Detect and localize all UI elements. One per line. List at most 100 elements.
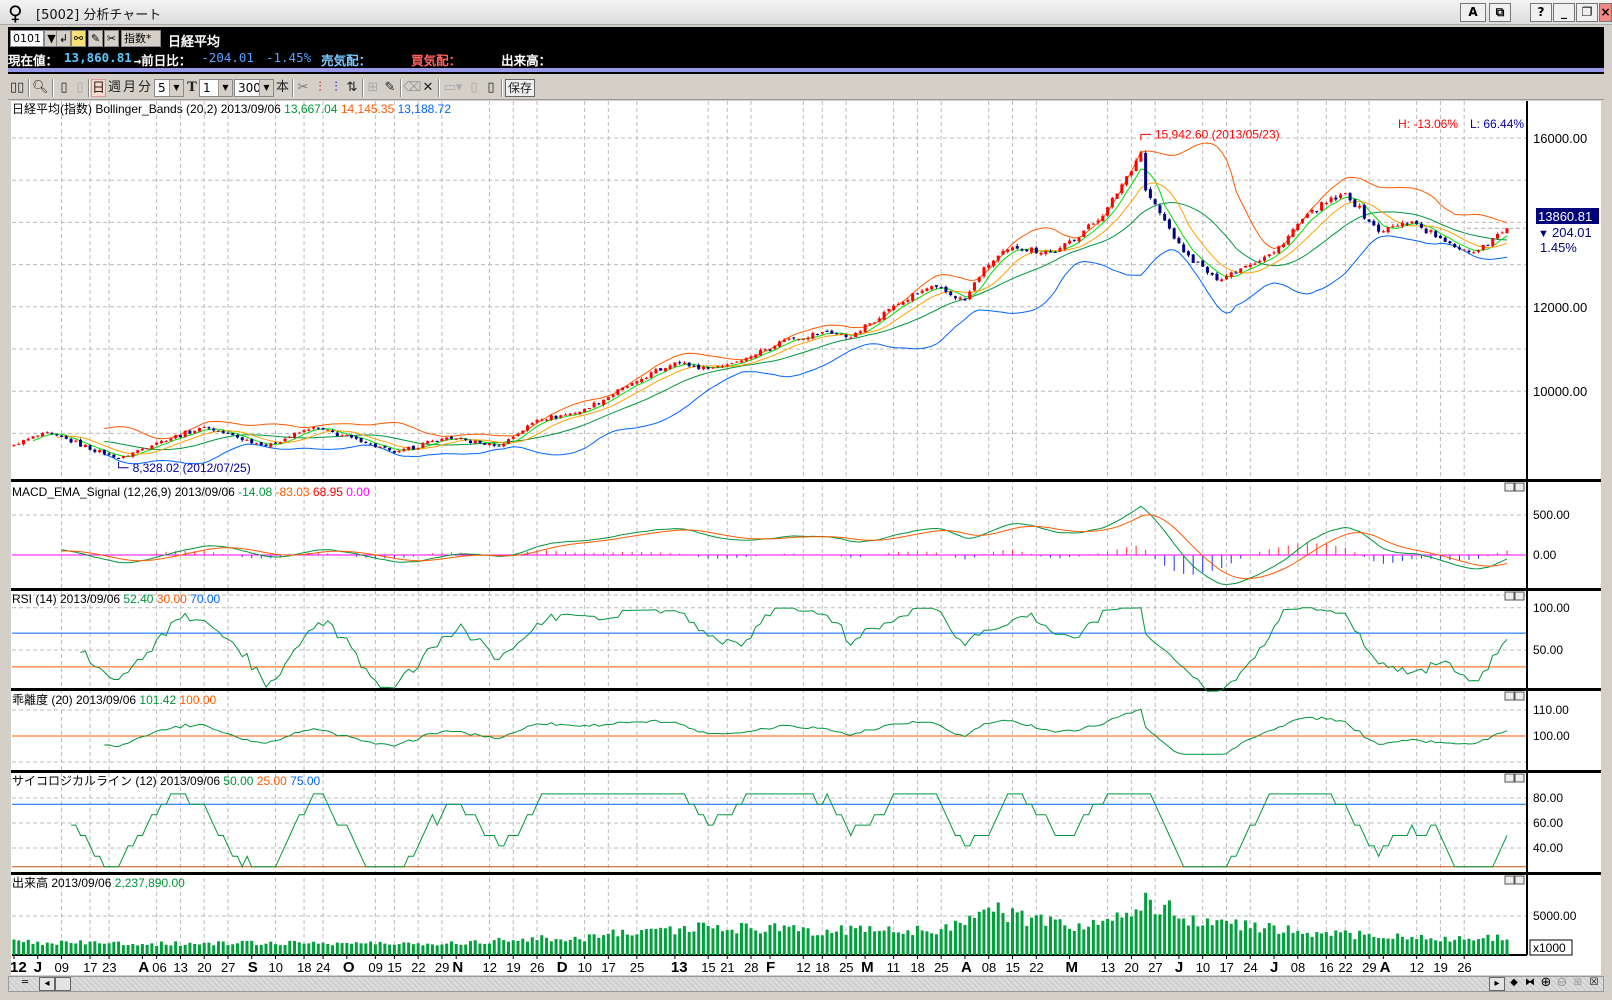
- page-disabled-icon[interactable]: ▯: [76, 80, 84, 95]
- restore-button[interactable]: ❐: [1576, 3, 1598, 22]
- chevron-down-icon: ▼: [169, 80, 183, 96]
- scroll-right-button[interactable]: ▸: [1489, 977, 1505, 991]
- candle-body: [159, 440, 163, 444]
- delete-icon[interactable]: ✕: [422, 80, 434, 95]
- volume-bar: [759, 933, 762, 955]
- toolbar-separator: [292, 79, 294, 97]
- panel-close-icon[interactable]: [1514, 875, 1525, 885]
- candle: [430, 439, 434, 443]
- save-button[interactable]: 保存: [505, 79, 535, 97]
- panel-close-icon[interactable]: [1514, 591, 1525, 601]
- zoom-search-icon[interactable]: 🔍︎: [32, 80, 49, 95]
- volume-bar: [240, 940, 244, 955]
- volume-bar: [1472, 940, 1476, 955]
- volume-bar: [1353, 939, 1357, 955]
- font-button[interactable]: A: [1460, 3, 1486, 22]
- minute-select[interactable]: 5 ▼: [154, 79, 184, 97]
- edit-icon[interactable]: ✎: [88, 30, 103, 47]
- volume-bar: [858, 925, 862, 955]
- panel-close-icon[interactable]: [1514, 482, 1525, 492]
- x-tick-label: 27: [1148, 960, 1162, 975]
- period-week-tab[interactable]: 週: [107, 80, 121, 95]
- paste-page-icon[interactable]: ▯: [487, 80, 495, 95]
- panel-minimize-icon[interactable]: [1504, 482, 1515, 492]
- candle: [820, 331, 824, 335]
- candle-type-icon[interactable]: ▯▯: [10, 80, 25, 95]
- scroll-grip-icon[interactable]: ═: [21, 977, 29, 988]
- pencil-icon[interactable]: ✎: [384, 80, 396, 95]
- volume-bar: [216, 941, 220, 955]
- candle-body: [1039, 252, 1043, 255]
- volume-bar: [1077, 923, 1081, 955]
- volume-bar: [906, 930, 910, 955]
- candle-body: [107, 453, 111, 455]
- analysis-chart[interactable]: 日経平均(指数) Bollinger_Bands (20,2) 2013/09/…: [0, 100, 1612, 976]
- candle-body: [1315, 211, 1319, 213]
- volume-bar: [264, 943, 268, 955]
- close-scroll-icon[interactable]: ☒: [1589, 977, 1599, 988]
- sort-arrows-icon[interactable]: ⇅: [346, 80, 358, 95]
- candle-body: [1148, 189, 1152, 199]
- t-select[interactable]: 1 ▼: [199, 79, 233, 97]
- candle-body: [1305, 213, 1309, 218]
- candle: [1457, 245, 1461, 251]
- enter-icon[interactable]: ↲: [56, 30, 71, 47]
- period-month-tab[interactable]: 月: [122, 80, 136, 95]
- help-button[interactable]: ?: [1530, 3, 1552, 22]
- panel-minimize-icon[interactable]: [1504, 773, 1515, 783]
- candle: [288, 435, 292, 439]
- up-bars-icon[interactable]: ⫶: [318, 80, 322, 95]
- panel-close-icon[interactable]: [1514, 773, 1525, 783]
- market-select[interactable]: 指数*: [121, 30, 161, 47]
- candle: [1400, 220, 1404, 229]
- trendline-icon[interactable]: ✂: [297, 80, 309, 95]
- panel-minimize-icon[interactable]: [1504, 691, 1515, 701]
- candle-body: [882, 311, 886, 320]
- candle: [388, 447, 392, 452]
- price-tick: 16000.00: [1533, 131, 1587, 146]
- volume-bar: [178, 945, 182, 955]
- binoculars-icon[interactable]: ⚯: [71, 30, 86, 47]
- volume-bar: [987, 907, 991, 955]
- scroll-left-button[interactable]: ◂: [39, 977, 55, 991]
- tools-icon[interactable]: ✂: [104, 30, 119, 47]
- minimize-button[interactable]: _: [1553, 3, 1575, 22]
- grid-toggle-icon[interactable]: ⊞: [1573, 977, 1583, 988]
- period-day-tab[interactable]: 日: [91, 79, 106, 97]
- panel-minimize-icon[interactable]: [1504, 591, 1515, 601]
- copy-window-icon[interactable]: ⧉: [1489, 3, 1511, 22]
- candle-body: [887, 308, 891, 312]
- zoom-out-icon[interactable]: ⊖: [1556, 975, 1568, 990]
- panel-close-icon[interactable]: [1514, 691, 1525, 701]
- candle: [202, 425, 206, 429]
- candle-body: [1096, 220, 1100, 223]
- candle-body: [1272, 252, 1276, 254]
- code-input[interactable]: 0101: [10, 30, 44, 47]
- period-minute-tab[interactable]: 分: [137, 80, 151, 95]
- down-bars-icon[interactable]: ⫶: [334, 80, 338, 95]
- candle-body: [445, 437, 449, 440]
- center-icon[interactable]: ⧓: [1525, 977, 1535, 988]
- candle: [1186, 250, 1190, 258]
- eraser-icon[interactable]: ⌫: [403, 80, 422, 95]
- scroll-thumb[interactable]: [55, 977, 71, 991]
- grid-icon[interactable]: ⊞: [367, 80, 379, 95]
- candle-body: [31, 436, 35, 439]
- horizontal-scrollbar[interactable]: ═ ◂ ▸ ◆ ⧓ ⊕ ⊖ ⊞ ☒: [8, 976, 1604, 992]
- rsi-line: [80, 607, 1508, 692]
- bars-select[interactable]: 300 ▼: [234, 79, 274, 97]
- candle: [212, 427, 216, 432]
- page-icon[interactable]: ▯: [60, 80, 68, 95]
- chart-marks: [12, 133, 1527, 955]
- close-button[interactable]: ×: [1599, 3, 1612, 22]
- price-tick: 12000.00: [1533, 300, 1587, 315]
- panel-minimize-icon[interactable]: [1504, 875, 1515, 885]
- candle: [331, 429, 335, 433]
- volume-bar: [1110, 920, 1114, 955]
- layout-icon[interactable]: ▭▾: [443, 80, 463, 95]
- candle-body: [478, 440, 482, 443]
- candle-body: [430, 441, 434, 443]
- copy-page-icon[interactable]: ▯: [470, 80, 478, 95]
- zoom-in-icon[interactable]: ⊕: [1540, 975, 1552, 990]
- fit-icon[interactable]: ◆: [1510, 977, 1518, 988]
